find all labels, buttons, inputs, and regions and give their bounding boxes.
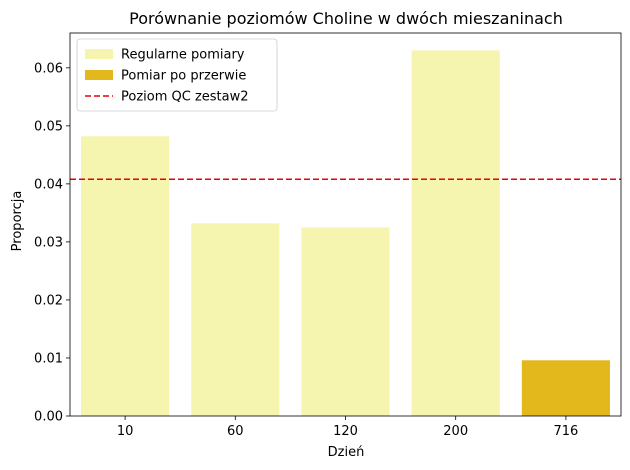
x-tick-label: 10 [117,424,134,439]
x-tick-label: 120 [333,424,358,439]
legend-swatch [85,70,113,80]
plot-area: 10 60 120 200 716 0.00 0.01 0.02 0.03 0.04 0.05 0.0… [34,32,622,439]
y-tick-label: 0.05 [34,119,63,134]
y-tick-label: 0.01 [34,351,63,366]
y-tick-label: 0.02 [34,293,63,308]
chart-title: Porównanie poziomów Choline w dwóch mies… [129,9,563,28]
legend-label: Regularne pomiary [121,48,245,63]
y-axis-title: Proporcja [10,191,25,252]
x-tick-label: 716 [553,424,578,439]
legend: Regularne pomiary Pomiar po przerwie Pozio… [76,38,278,112]
x-tick-label: 200 [443,424,468,439]
y-tick-label: 0.06 [34,61,63,76]
bar-120 [301,227,390,416]
legend-swatch [85,49,113,59]
y-tick-label: 0.00 [34,410,63,425]
legend-label: Pomiar po przerwie [121,69,246,84]
y-tick-label: 0.03 [34,235,63,250]
legend-box [76,38,278,112]
bar-10 [81,136,170,417]
bar-200 [411,50,500,416]
axes-frame [69,32,622,417]
legend-label: Poziom QC zestaw2 [121,90,249,105]
bar-716 [521,360,610,416]
bar-60 [191,223,280,416]
y-tick-label: 0.04 [34,177,63,192]
x-axis-title: Dzień [328,445,365,460]
x-tick-label: 60 [227,424,244,439]
